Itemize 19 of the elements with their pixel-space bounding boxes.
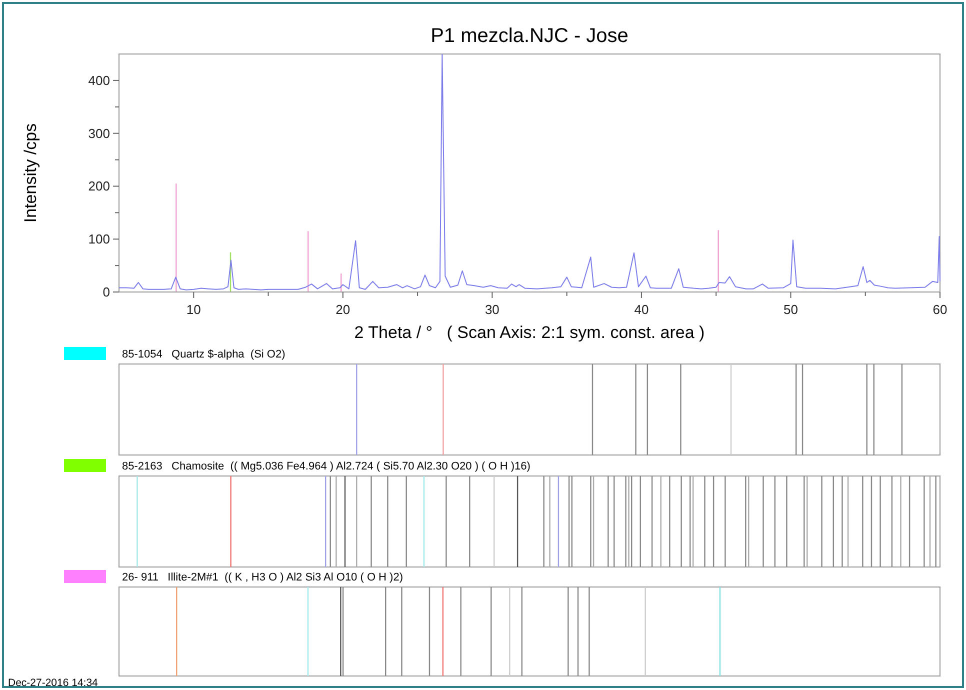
y-tick-label: 100 [88, 232, 110, 247]
text: 85-1054 Quartz $-alpha (Si O2) [122, 348, 286, 360]
series-label: 85-2163 Chamosite (( Mg5.036 Fe4.964 ) Al2.724 ( Si5.70 Al2.30 O20 ) ( O H )16) [122, 460, 530, 472]
x-tick-label: 30 [484, 302, 500, 317]
y-tick-label: 0 [102, 284, 110, 300]
x-axis-title: 2 Theta / ° ( Scan Axis: 2:1 sym. const. area ) [354, 323, 705, 342]
line-series [118, 54, 940, 290]
x-tick-label: 40 [634, 302, 649, 317]
chart-title: P1 mezcla.NJC - Jose [430, 25, 628, 47]
x-tick-label: 10 [186, 302, 201, 317]
y-tick-label: 400 [88, 72, 110, 88]
x-tick-label: 20 [336, 302, 350, 317]
y-tick-label: 200 [88, 178, 110, 194]
y-axis-title: Intensity /cps [21, 123, 40, 223]
x-tick-label: 60 [932, 302, 948, 317]
text: Dec-27-2016 14:34 [8, 677, 98, 689]
x-tick-label: 50 [783, 302, 798, 317]
y-tick-label: 300 [88, 126, 110, 141]
series-label: 26- 911 Illite-2M#1 (( K , H3 O ) Al2 Si3 Al O10 ( O H )2) [122, 572, 404, 584]
